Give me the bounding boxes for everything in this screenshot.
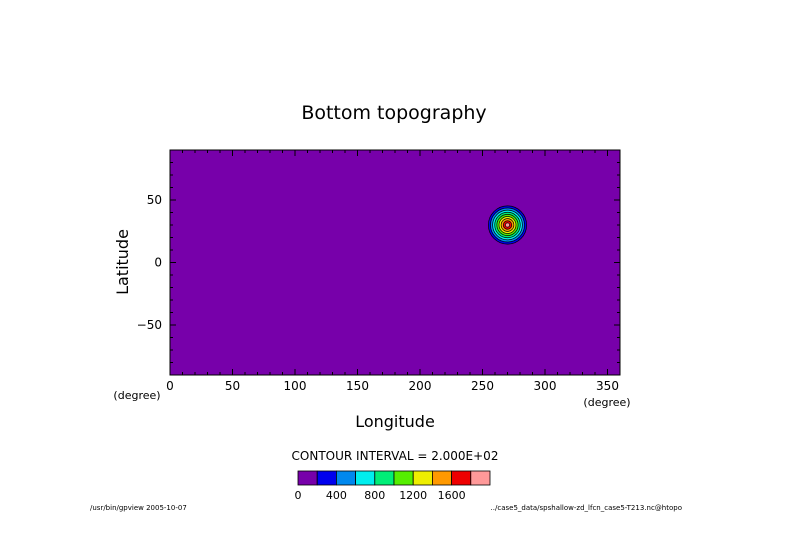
x-tick-label: 50 — [225, 379, 240, 393]
x-unit-label: (degree) — [583, 396, 630, 409]
colorbar-label: 1200 — [399, 489, 427, 502]
colorbar — [297, 470, 491, 486]
y-tick-label: −50 — [137, 318, 162, 332]
contour-interval: CONTOUR INTERVAL = 2.000E+02 — [292, 449, 499, 463]
colorbar-swatch — [335, 470, 356, 486]
colorbar-swatch — [355, 470, 376, 486]
colorbar-label: 1600 — [438, 489, 466, 502]
colorbar-swatch — [451, 470, 472, 486]
x-tick-label: 0 — [166, 379, 174, 393]
y-tick-label: 50 — [147, 193, 162, 207]
plot-area — [169, 149, 621, 376]
x-tick-label: 350 — [596, 379, 619, 393]
tick-labels: 0 50 100 150 200 250 300 350 50 0 −50 — [137, 193, 619, 393]
axis-ticks — [169, 149, 621, 376]
contour-fill — [488, 205, 527, 245]
colorbar-label: 800 — [364, 489, 385, 502]
x-tick-label: 200 — [409, 379, 432, 393]
x-tick-label: 250 — [471, 379, 494, 393]
x-tick-label: 100 — [284, 379, 307, 393]
y-axis-label: Latitude — [113, 229, 132, 295]
x-axis-label: Longitude — [355, 412, 435, 431]
colorbar-swatch — [374, 470, 395, 486]
x-tick-label: 150 — [346, 379, 369, 393]
colorbar-label: 400 — [326, 489, 347, 502]
chart-title: Bottom topography — [301, 102, 486, 124]
footer-right: ../case5_data/spshallow-zd_lfcn_case5-T2… — [491, 504, 682, 512]
x-tick-label: 300 — [534, 379, 557, 393]
colorbar-label: 0 — [295, 489, 302, 502]
colorbar-swatch — [470, 470, 491, 486]
colorbar-swatch — [297, 470, 318, 486]
colorbar-swatch — [393, 470, 414, 486]
contour-band-1800 — [505, 222, 510, 228]
footer-left: /usr/bin/gpview 2005-10-07 — [90, 504, 187, 512]
y-tick-label: 0 — [154, 256, 162, 270]
colorbar-swatch — [431, 470, 452, 486]
colorbar-swatch — [316, 470, 337, 486]
y-unit-label: (degree) — [113, 389, 160, 402]
colorbar-labels: 0 400 800 1200 1600 — [295, 489, 466, 502]
colorbar-swatch — [412, 470, 433, 486]
